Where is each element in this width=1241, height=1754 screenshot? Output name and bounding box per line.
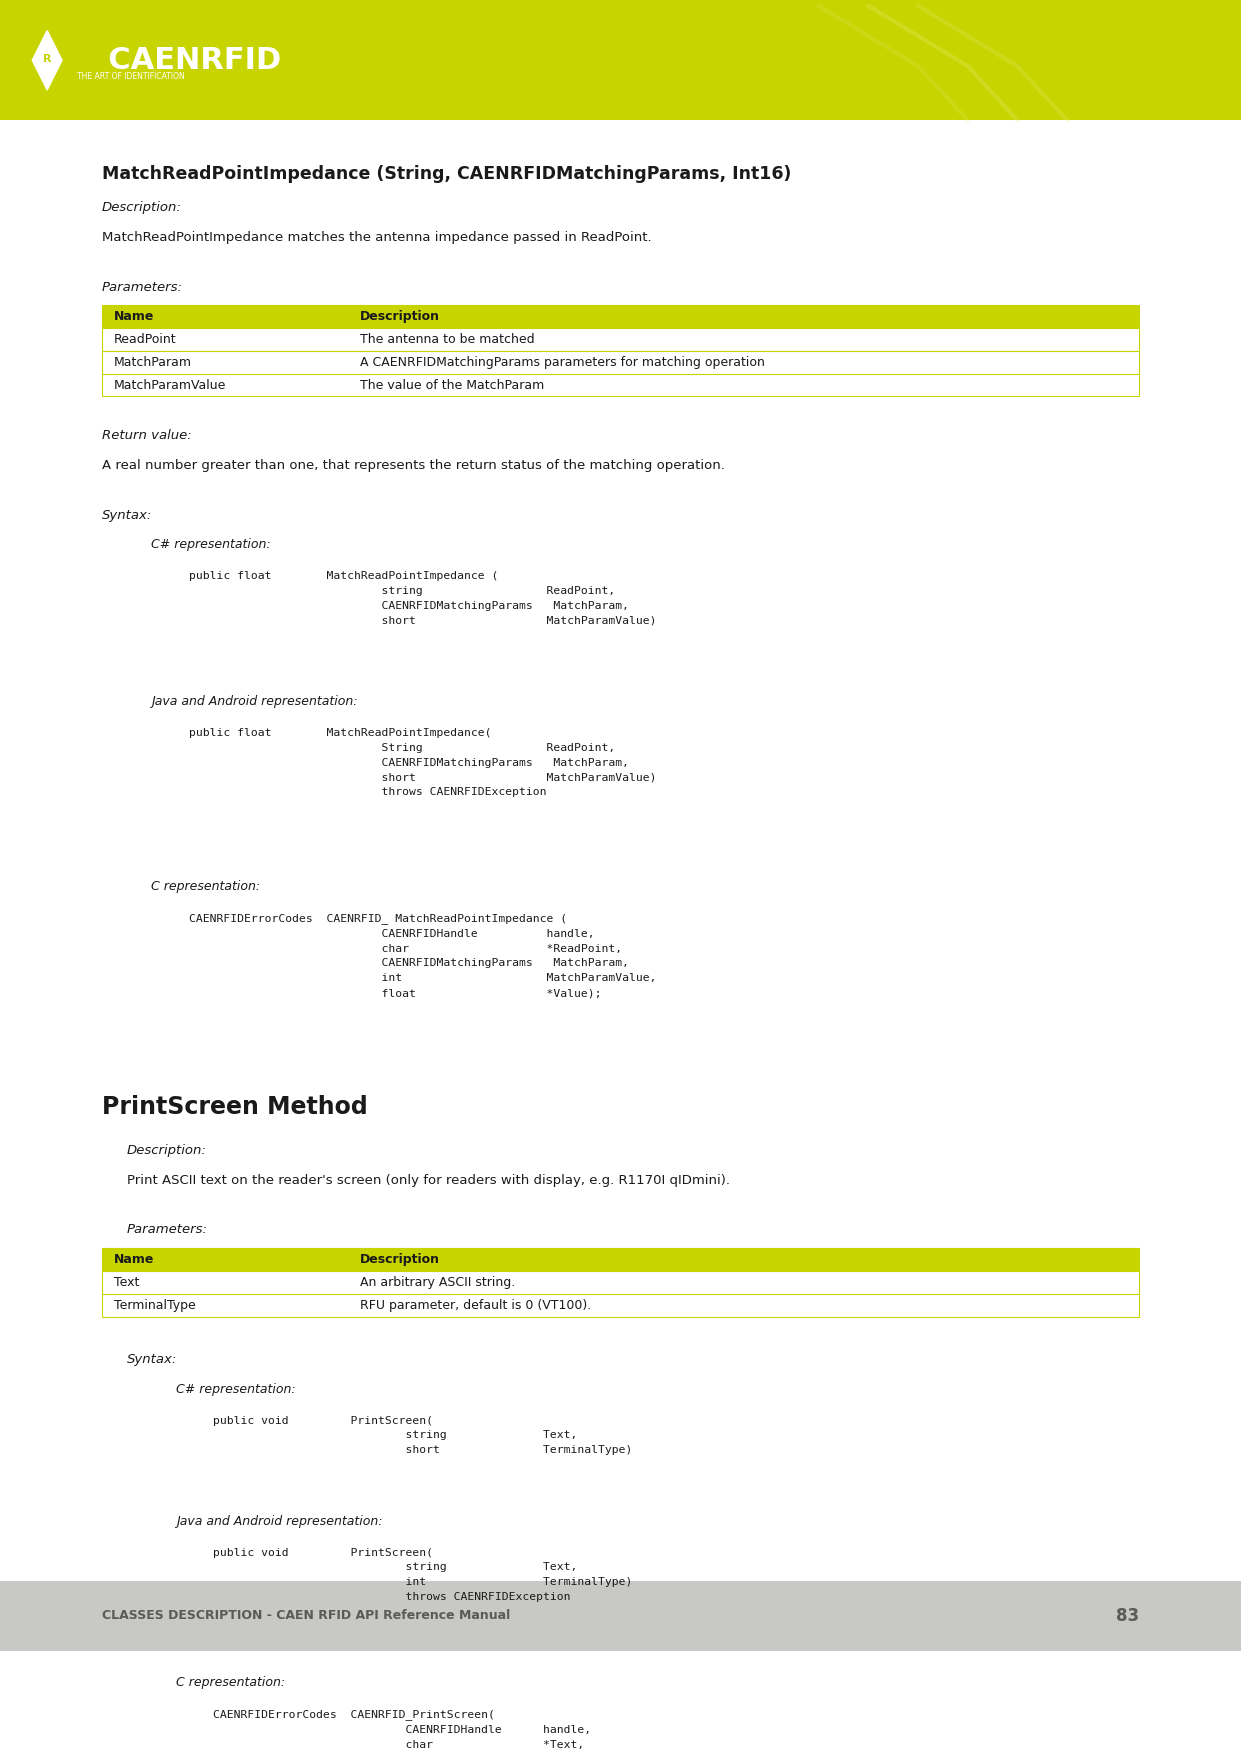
Text: Name: Name <box>114 1252 155 1266</box>
Text: The antenna to be matched: The antenna to be matched <box>360 333 535 346</box>
Text: public void         PrintScreen(
                            string             : public void PrintScreen( string <box>213 1415 633 1456</box>
Text: 83: 83 <box>1116 1607 1139 1624</box>
Text: CAENRFIDErrorCodes  CAENRFID_PrintScreen(
                            CAENRFIDHa: CAENRFIDErrorCodes CAENRFID_PrintScreen(… <box>213 1710 639 1754</box>
Text: A real number greater than one, that represents the return status of the matchin: A real number greater than one, that rep… <box>102 460 725 472</box>
Text: Description:: Description: <box>127 1144 206 1158</box>
Text: MatchReadPointImpedance matches the antenna impedance passed in ReadPoint.: MatchReadPointImpedance matches the ante… <box>102 232 652 244</box>
Text: PrintScreen Method: PrintScreen Method <box>102 1094 367 1119</box>
Text: Java and Android representation:: Java and Android representation: <box>151 695 357 709</box>
Text: MatchReadPointImpedance (String, CAENRFIDMatchingParams, Int16): MatchReadPointImpedance (String, CAENRFI… <box>102 165 791 182</box>
Text: public void         PrintScreen(
                            string             : public void PrintScreen( string <box>213 1547 633 1601</box>
Text: Return value:: Return value: <box>102 430 191 442</box>
Text: C representation:: C representation: <box>176 1677 285 1689</box>
Text: An arbitrary ASCII string.: An arbitrary ASCII string. <box>360 1275 515 1289</box>
Text: Syntax:: Syntax: <box>102 509 153 521</box>
Text: Print ASCII text on the reader's screen (only for readers with display, e.g. R11: Print ASCII text on the reader's screen … <box>127 1173 730 1187</box>
Text: MatchParam: MatchParam <box>114 356 192 368</box>
Text: C representation:: C representation: <box>151 881 261 893</box>
Text: Java and Android representation:: Java and Android representation: <box>176 1515 382 1528</box>
Text: Parameters:: Parameters: <box>127 1224 207 1237</box>
Text: Description: Description <box>360 310 439 323</box>
Text: CAENRFID: CAENRFID <box>87 46 282 75</box>
FancyBboxPatch shape <box>0 0 1241 121</box>
Text: C# representation:: C# representation: <box>151 538 271 551</box>
Text: A CAENRFIDMatchingParams parameters for matching operation: A CAENRFIDMatchingParams parameters for … <box>360 356 764 368</box>
Text: CAENRFIDErrorCodes  CAENRFID_ MatchReadPointImpedance (
                        : CAENRFIDErrorCodes CAENRFID_ MatchReadPo… <box>189 914 656 998</box>
Text: THE ART OF IDENTIFICATION: THE ART OF IDENTIFICATION <box>77 72 185 81</box>
Text: Name: Name <box>114 310 155 323</box>
Text: R: R <box>43 54 51 63</box>
Text: Description: Description <box>360 1252 439 1266</box>
Text: Description:: Description: <box>102 202 181 214</box>
FancyBboxPatch shape <box>0 1582 1241 1651</box>
Text: public float        MatchReadPointImpedance (
                            string: public float MatchReadPointImpedance ( s… <box>189 572 656 626</box>
Text: The value of the MatchParam: The value of the MatchParam <box>360 379 544 391</box>
Text: CLASSES DESCRIPTION - CAEN RFID API Reference Manual: CLASSES DESCRIPTION - CAEN RFID API Refe… <box>102 1610 510 1622</box>
FancyBboxPatch shape <box>102 1249 1139 1272</box>
FancyBboxPatch shape <box>102 351 1139 374</box>
Text: Syntax:: Syntax: <box>127 1352 177 1366</box>
FancyBboxPatch shape <box>102 305 1139 328</box>
Polygon shape <box>32 30 62 89</box>
Text: Parameters:: Parameters: <box>102 281 182 293</box>
FancyBboxPatch shape <box>102 1294 1139 1317</box>
Text: public float        MatchReadPointImpedance(
                            String : public float MatchReadPointImpedance( St… <box>189 728 656 798</box>
FancyBboxPatch shape <box>102 374 1139 396</box>
FancyBboxPatch shape <box>102 328 1139 351</box>
Text: RFU parameter, default is 0 (VT100).: RFU parameter, default is 0 (VT100). <box>360 1298 591 1312</box>
Text: MatchParamValue: MatchParamValue <box>114 379 227 391</box>
Text: Text: Text <box>114 1275 139 1289</box>
Text: TerminalType: TerminalType <box>114 1298 196 1312</box>
Text: ReadPoint: ReadPoint <box>114 333 176 346</box>
Text: C# representation:: C# representation: <box>176 1382 295 1396</box>
FancyBboxPatch shape <box>102 1272 1139 1294</box>
